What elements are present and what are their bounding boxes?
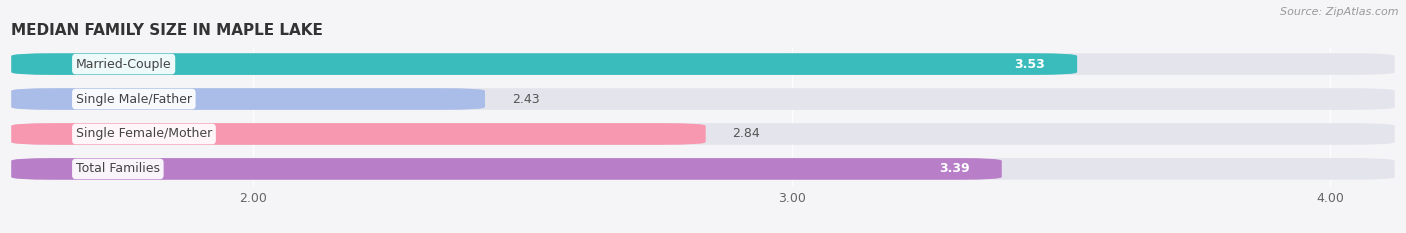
FancyBboxPatch shape [11, 123, 706, 145]
FancyBboxPatch shape [11, 158, 1395, 180]
Text: 3.53: 3.53 [1014, 58, 1045, 71]
Text: Married-Couple: Married-Couple [76, 58, 172, 71]
FancyBboxPatch shape [11, 123, 1395, 145]
Text: Source: ZipAtlas.com: Source: ZipAtlas.com [1281, 7, 1399, 17]
Text: Total Families: Total Families [76, 162, 160, 175]
Text: 2.43: 2.43 [512, 93, 540, 106]
Text: Single Male/Father: Single Male/Father [76, 93, 191, 106]
FancyBboxPatch shape [11, 88, 485, 110]
FancyBboxPatch shape [11, 53, 1395, 75]
FancyBboxPatch shape [11, 158, 1001, 180]
Text: 3.39: 3.39 [939, 162, 970, 175]
Text: Single Female/Mother: Single Female/Mother [76, 127, 212, 140]
Text: MEDIAN FAMILY SIZE IN MAPLE LAKE: MEDIAN FAMILY SIZE IN MAPLE LAKE [11, 24, 323, 38]
Text: 2.84: 2.84 [733, 127, 761, 140]
FancyBboxPatch shape [11, 88, 1395, 110]
FancyBboxPatch shape [11, 53, 1077, 75]
